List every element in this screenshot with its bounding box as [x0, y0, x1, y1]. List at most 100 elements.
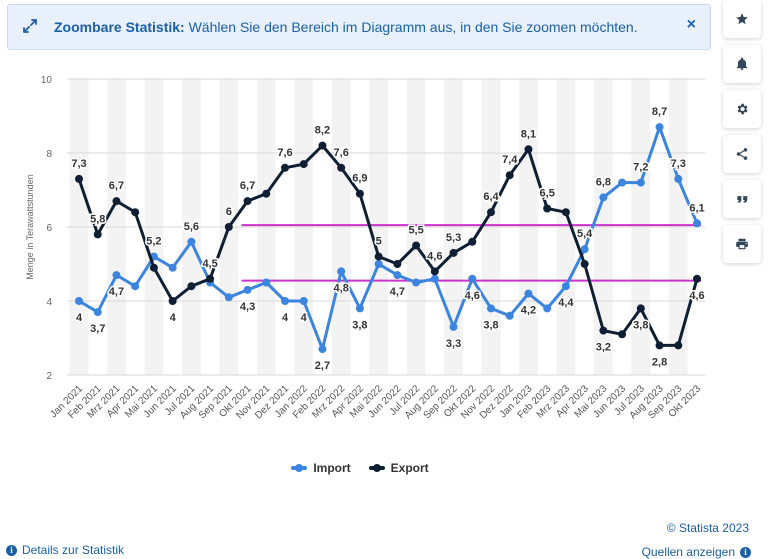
data-label: 4,6 — [427, 250, 442, 262]
data-label: 4,8 — [334, 282, 349, 294]
data-point — [93, 308, 102, 317]
data-label: 4,3 — [240, 301, 255, 313]
data-point — [149, 263, 158, 272]
data-point — [543, 304, 552, 313]
data-label: 2,7 — [315, 360, 330, 372]
settings-button[interactable] — [723, 90, 761, 128]
data-label: 6,9 — [352, 173, 367, 185]
cite-button[interactable] — [723, 180, 761, 218]
data-label: 8,2 — [315, 125, 330, 137]
data-point — [262, 278, 271, 287]
data-label: 3,3 — [446, 338, 461, 350]
data-point — [318, 141, 327, 150]
y-tick-label: 4 — [46, 297, 52, 308]
data-label: 5,8 — [90, 213, 105, 225]
expand-icon — [23, 19, 37, 33]
data-point — [561, 208, 570, 217]
data-point — [168, 263, 177, 272]
data-point — [112, 271, 121, 280]
data-point — [599, 193, 608, 202]
data-label: 4,5 — [202, 258, 217, 270]
import-swatch — [291, 464, 308, 472]
data-label: 7,2 — [633, 162, 648, 174]
data-label: 3,8 — [483, 319, 498, 331]
data-point — [487, 208, 495, 217]
share-button[interactable] — [723, 135, 761, 173]
sources-label: Quellen anzeigen — [641, 545, 735, 559]
data-label: 7,4 — [502, 154, 518, 166]
data-point — [412, 278, 421, 287]
data-point — [337, 267, 346, 276]
data-point — [449, 322, 458, 331]
legend-import[interactable]: Import — [291, 461, 351, 475]
data-point — [655, 341, 664, 350]
data-point — [487, 304, 495, 313]
data-label: 4 — [282, 312, 289, 324]
data-point — [655, 123, 664, 132]
data-label: 4,7 — [109, 286, 124, 298]
details-link[interactable]: i Details zur Statistik — [6, 543, 124, 557]
share-icon — [736, 148, 748, 160]
data-point — [318, 345, 327, 354]
data-point — [281, 163, 289, 172]
data-label: 5 — [376, 236, 382, 248]
data-label: 4 — [301, 312, 308, 324]
data-point — [131, 282, 140, 291]
data-point — [187, 237, 196, 246]
data-point — [561, 282, 570, 291]
info-icon: i — [740, 546, 751, 558]
info-icon: i — [6, 544, 17, 556]
data-label: 5,6 — [184, 221, 199, 233]
data-point — [355, 304, 364, 313]
data-point — [449, 248, 458, 257]
y-tick-label: 6 — [46, 223, 52, 234]
series-line — [77, 144, 699, 347]
data-point — [224, 293, 233, 302]
data-point — [262, 189, 271, 198]
data-point — [505, 171, 514, 180]
data-label: 8,1 — [521, 128, 536, 140]
data-label: 7,6 — [277, 147, 292, 159]
data-label: 7,6 — [334, 147, 349, 159]
data-point — [430, 274, 439, 283]
y-tick-label: 2 — [46, 371, 52, 382]
quote-icon — [737, 196, 748, 203]
print-button[interactable] — [723, 225, 761, 263]
data-point — [693, 219, 701, 228]
data-label: 6,7 — [109, 180, 124, 192]
data-label: 3,2 — [596, 342, 611, 354]
data-label: 3,7 — [90, 323, 105, 335]
data-point — [468, 237, 477, 246]
close-banner-button[interactable]: × — [686, 16, 696, 33]
data-label: 4,4 — [558, 297, 574, 309]
chart-legend: Import Export — [0, 461, 720, 475]
banner-message: Zoombare Statistik: Wählen Sie den Berei… — [54, 19, 638, 35]
export-swatch — [368, 464, 385, 472]
data-label: 4,2 — [521, 305, 536, 317]
data-point — [131, 208, 140, 217]
notification-button[interactable] — [723, 45, 761, 83]
data-point — [75, 297, 83, 305]
details-label: Details zur Statistik — [22, 543, 125, 557]
data-point — [580, 245, 589, 254]
data-point — [206, 274, 215, 283]
favorite-button[interactable] — [723, 0, 761, 38]
data-point — [505, 311, 514, 320]
bell-icon — [736, 57, 748, 70]
data-label: 6,5 — [540, 188, 555, 200]
data-label: 8,7 — [652, 106, 667, 118]
y-tick-label: 10 — [41, 75, 53, 86]
copyright[interactable]: © Statista 2023 — [666, 521, 749, 535]
data-point — [75, 174, 83, 183]
series-line — [78, 125, 699, 351]
data-point — [93, 230, 102, 239]
zoom-banner: Zoombare Statistik: Wählen Sie den Berei… — [7, 4, 711, 50]
data-label: 6,1 — [689, 202, 704, 214]
data-point — [393, 260, 402, 268]
sources-link[interactable]: Quellen anzeigen i — [642, 545, 751, 559]
legend-export[interactable]: Export — [368, 461, 429, 475]
data-label: 2,8 — [652, 356, 667, 368]
data-label: 3,8 — [352, 319, 367, 331]
data-point — [393, 271, 402, 280]
